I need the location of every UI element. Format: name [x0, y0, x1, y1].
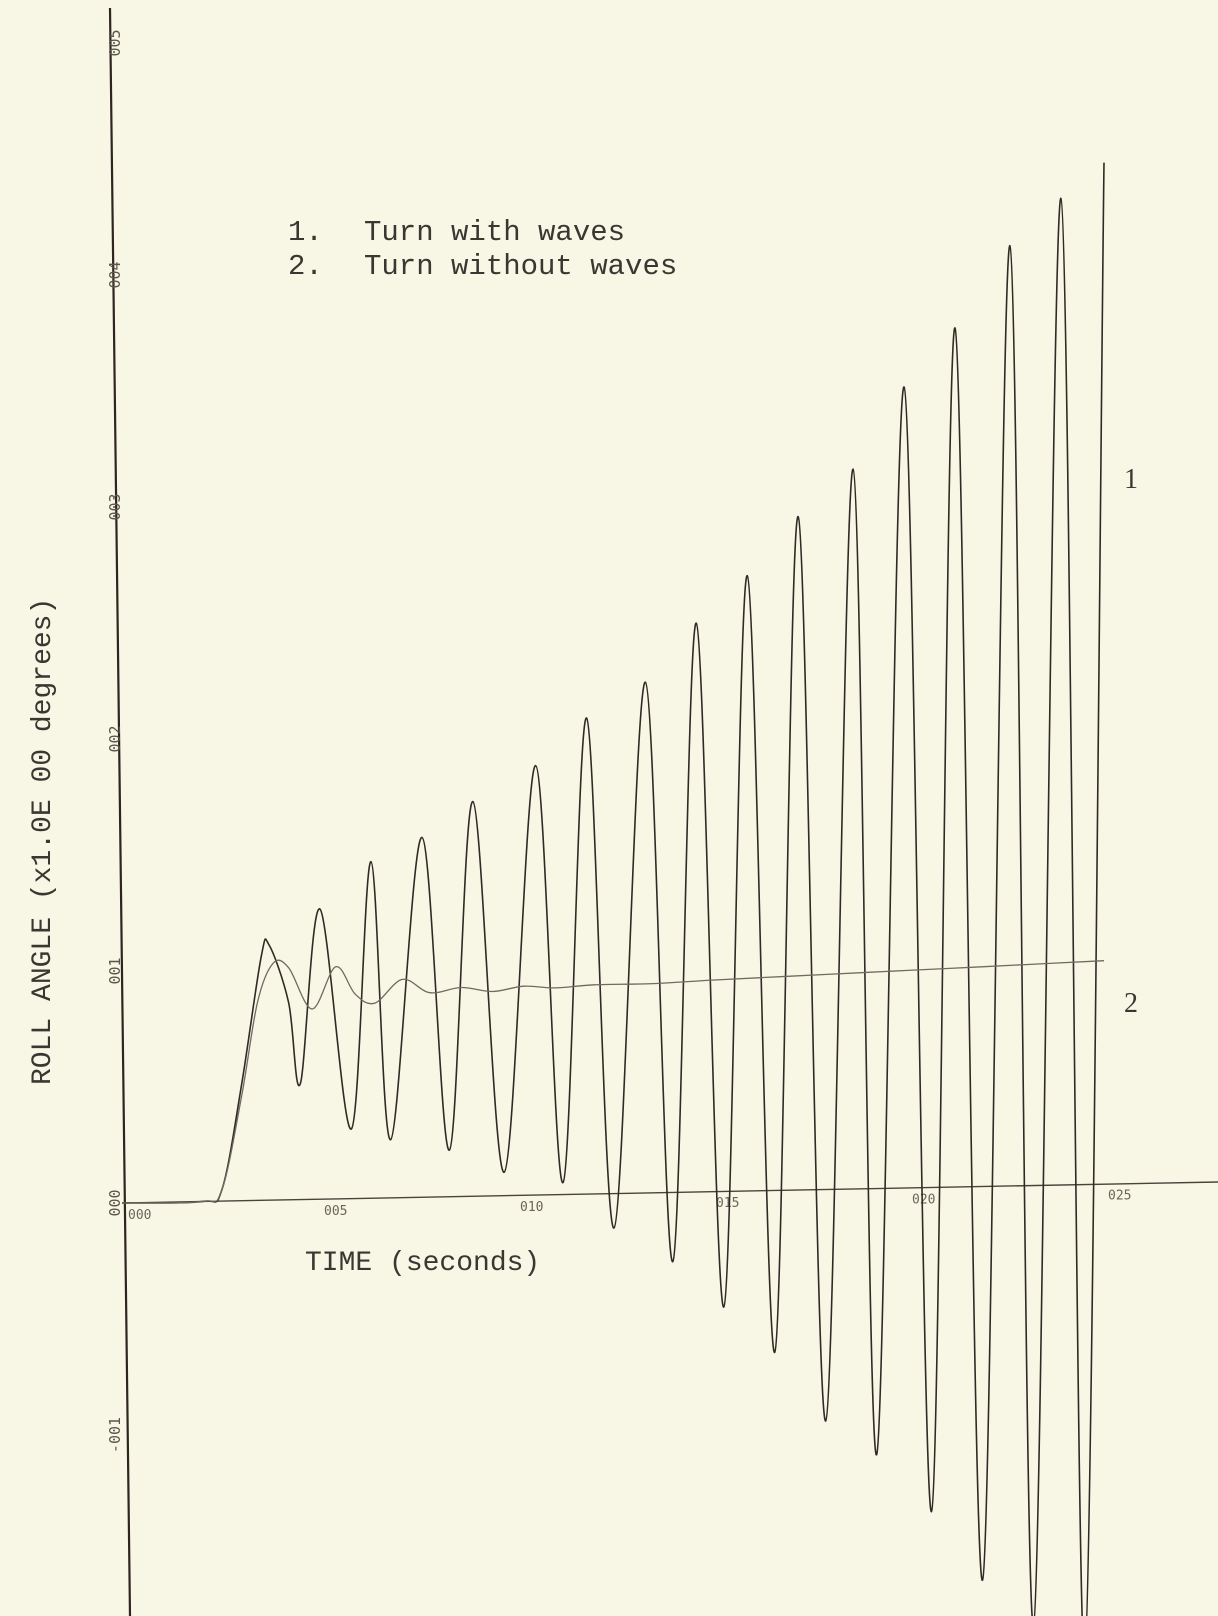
y-tick-label: 000 — [106, 1189, 124, 1216]
curve-label-1: 1 — [1124, 464, 1138, 495]
x-tick-label: 000 — [128, 1208, 151, 1223]
y-tick-label: 002 — [106, 725, 124, 752]
x-axis — [121, 1181, 1218, 1204]
y-tick-label: 003 — [106, 493, 124, 520]
legend-label-1: Turn with waves — [364, 216, 625, 249]
x-tick-label: 015 — [716, 1196, 739, 1211]
series-2-line — [123, 959, 1105, 1204]
x-tick-labels: 000 005 010 015 020 025 — [128, 1188, 1131, 1223]
series-1-line — [123, 162, 1105, 1616]
x-tick-label: 025 — [1108, 1188, 1131, 1203]
y-axis — [108, 7, 132, 1616]
y-tick-label: 001 — [106, 957, 124, 984]
legend-label-2: Turn without waves — [364, 250, 677, 283]
x-tick-label: 010 — [520, 1200, 543, 1215]
x-axis-title: TIME (seconds) — [305, 1248, 540, 1279]
legend-number-1: 1. — [288, 216, 323, 249]
legend: 1. Turn with waves 2. Turn without waves — [288, 216, 677, 283]
curve-label-2: 2 — [1124, 988, 1138, 1019]
x-tick-label: 005 — [324, 1204, 347, 1219]
y-tick-label: -001 — [106, 1417, 124, 1453]
y-tick-label: 004 — [106, 261, 124, 288]
series-layer — [123, 162, 1105, 1616]
x-tick-label: 020 — [912, 1192, 935, 1207]
legend-number-2: 2. — [288, 250, 323, 283]
y-axis-title: ROLL ANGLE (x1.0E 00 degrees) — [28, 598, 59, 1085]
y-tick-label: 005 — [106, 29, 124, 56]
